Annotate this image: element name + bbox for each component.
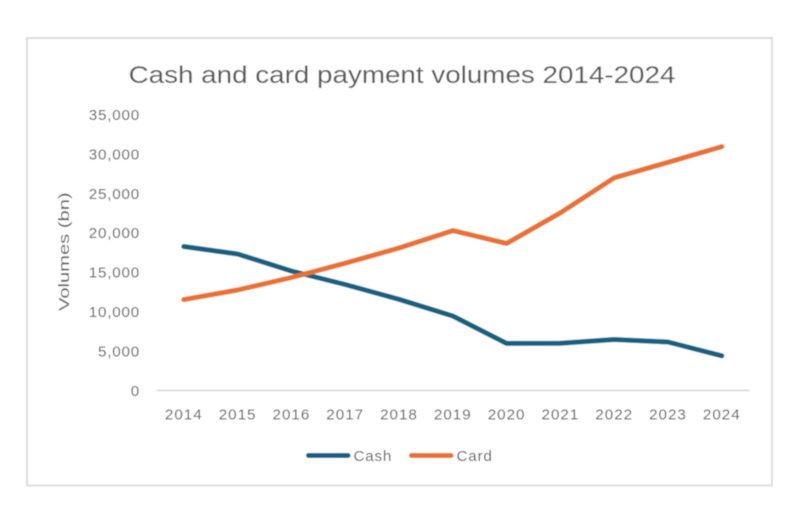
svg-text:2019: 2019: [434, 407, 472, 424]
svg-text:2021: 2021: [542, 407, 580, 424]
svg-text:Volumes (bn): Volumes (bn): [55, 192, 72, 311]
svg-text:2015: 2015: [219, 407, 257, 424]
svg-text:Cash and card payment volumes: Cash and card payment volumes 2014-2024: [129, 61, 676, 89]
svg-text:2017: 2017: [326, 407, 364, 424]
svg-text:2024: 2024: [703, 407, 741, 424]
svg-text:15,000: 15,000: [89, 265, 140, 282]
svg-text:2018: 2018: [380, 407, 418, 424]
svg-text:10,000: 10,000: [89, 304, 140, 321]
svg-text:2014: 2014: [165, 407, 203, 424]
svg-text:30,000: 30,000: [89, 146, 140, 163]
svg-text:2022: 2022: [595, 407, 633, 424]
svg-text:Card: Card: [457, 448, 493, 465]
svg-text:5,000: 5,000: [98, 343, 140, 360]
svg-text:2020: 2020: [488, 407, 526, 424]
svg-text:35,000: 35,000: [89, 107, 140, 124]
svg-text:Cash: Cash: [354, 448, 393, 465]
svg-text:0: 0: [131, 383, 140, 400]
svg-text:20,000: 20,000: [89, 225, 140, 242]
svg-text:2016: 2016: [273, 407, 311, 424]
svg-text:2023: 2023: [649, 407, 687, 424]
svg-text:25,000: 25,000: [89, 186, 140, 203]
